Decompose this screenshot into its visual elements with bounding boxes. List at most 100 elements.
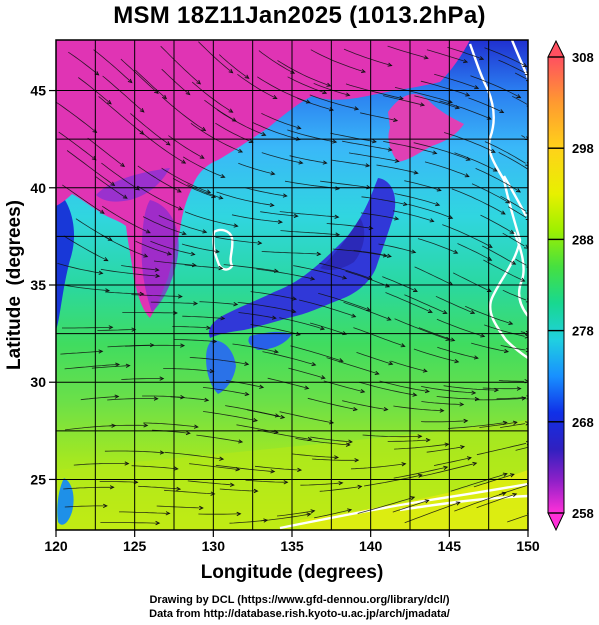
streamline [97,329,136,331]
streamline [387,45,428,59]
streamline-arrow [162,94,168,100]
streamline [343,48,392,66]
streamline-arrow [180,343,186,348]
streamline-arrow [436,187,442,192]
streamline [342,400,388,410]
streamline-arrow [297,467,303,473]
streamline [419,462,477,478]
streamline [417,238,458,254]
streamline [309,94,359,110]
streamline-arrow [487,243,493,248]
streamline [107,398,158,401]
streamline-arrow [291,309,297,314]
streamline-arrow [166,251,173,256]
streamline [181,243,219,253]
streamline [63,235,108,261]
streamline-arrow [293,213,299,219]
colorbar-tick-label: 258 [572,506,594,521]
streamline [100,268,160,277]
streamline [142,216,186,235]
colorbar-top-arrow [547,39,565,58]
streamline-arrow [332,139,338,144]
streamline-arrow [269,202,275,208]
streamline [68,51,99,76]
streamline-arrow [296,125,302,130]
streamline-arrow [193,301,199,306]
streamline [121,265,159,271]
colorbar-tick-label: 298 [572,141,594,156]
streamline-arrow [525,298,528,303]
streamline-arrow [110,181,116,186]
y-axis-label: Latitude (degrees) [4,200,25,370]
streamline-arrow [453,249,459,254]
streamline-arrow [442,310,448,314]
x-tick-label: 140 [359,538,383,554]
streamline-arrow [422,368,428,373]
streamline-arrow [280,414,286,420]
streamline-arrow [463,59,469,64]
streamline-arrow [103,257,109,262]
streamline [216,191,274,206]
streamline [360,212,399,220]
streamline-arrow [257,240,263,246]
streamline-arrow [98,270,104,275]
streamline-arrow [413,170,419,175]
streamline [320,180,371,189]
streamline-arrow [524,71,528,76]
streamline [66,150,115,186]
streamline [468,97,504,113]
streamline [62,184,105,214]
streamline-arrow [335,232,341,237]
streamline-arrow [394,216,400,221]
warmest-band [300,470,528,530]
streamline-arrow [108,325,114,330]
streamline-arrow [206,189,212,194]
streamline-arrow [387,62,393,67]
streamline [451,188,506,215]
streamline [164,489,215,495]
streamline [343,301,391,321]
streamline-arrow [143,423,149,428]
streamline [319,262,372,280]
streamline-arrow [347,508,353,513]
streamline [254,465,302,471]
streamline-arrow [244,74,250,79]
streamline [496,397,527,400]
streamline-arrow [524,334,528,339]
credit-data: Data from http://database.rish.kyoto-u.a… [149,608,450,620]
streamline [307,397,357,411]
streamline [299,299,356,318]
streamline-arrow [443,465,449,470]
streamline-arrow [145,229,151,234]
streamline [348,152,399,162]
streamline-arrow [218,195,224,200]
streamline-arrow [351,313,357,318]
streamline [314,509,352,519]
streamline [295,438,350,446]
streamline-arrow [427,308,433,313]
streamline [515,258,527,266]
streamline [326,357,379,375]
streamline-arrow [460,445,466,450]
streamline-arrow [423,55,429,60]
streamline [450,473,507,492]
streamline [433,457,471,466]
streamline [184,211,238,227]
streamline [189,463,240,470]
streamline-arrow [525,421,528,426]
streamline-arrow [492,167,498,172]
streamline-arrow [429,218,435,223]
streamline-arrow [411,249,417,254]
streamline-arrow [94,71,100,76]
streamline [500,423,525,428]
streamline-arrow [360,389,366,394]
streamline-arrow [463,418,469,424]
streamline-arrow [238,439,244,444]
streamline-arrow [322,90,328,95]
streamline-arrow [220,173,226,179]
streamline [319,486,362,492]
streamline [345,270,390,288]
streamline [414,95,460,109]
streamline-arrow [465,92,471,97]
